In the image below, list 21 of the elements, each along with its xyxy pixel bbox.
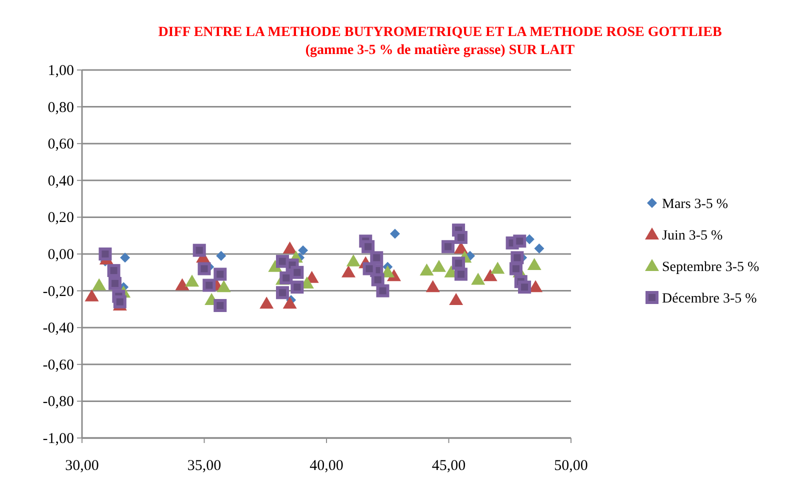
x-tick-label: 50,00: [554, 458, 588, 474]
y-tick-label: -0,80: [42, 394, 74, 410]
legend-label: Juin 3-5 %: [662, 228, 723, 244]
x-tick-label: 35,00: [187, 458, 222, 474]
legend-label: Septembre 3-5 %: [662, 260, 760, 275]
x-tick-label: 40,00: [310, 458, 344, 474]
y-tick-label: 1,00: [48, 63, 74, 79]
y-tick-label: 0,40: [48, 173, 74, 190]
y-tick-label: -0,40: [42, 320, 74, 337]
legend-label: Décembre 3-5 %: [662, 292, 758, 306]
y-tick-label: -0,20: [42, 284, 74, 300]
legend-label: Mars 3-5 %: [662, 197, 728, 212]
chart-title: DIFF ENTRE LA METHODE BUTYROMETRIQUE ET LA METHODE ROSE GOTTLIEB (gamme 3-5 % de matière grasse) SUR LAIT: [158, 25, 722, 58]
x-tick-label: 30,00: [65, 458, 99, 474]
y-tick-label: 0,60: [48, 136, 74, 153]
x-tick-label: 45,00: [432, 458, 466, 474]
y-tick-label: -1,00: [42, 431, 74, 447]
y-tick-label: -0,60: [42, 357, 74, 374]
y-tick-label: 0,20: [48, 210, 74, 226]
y-tick-label: 0,80: [48, 100, 74, 116]
y-tick-label: 0,00: [48, 247, 74, 263]
